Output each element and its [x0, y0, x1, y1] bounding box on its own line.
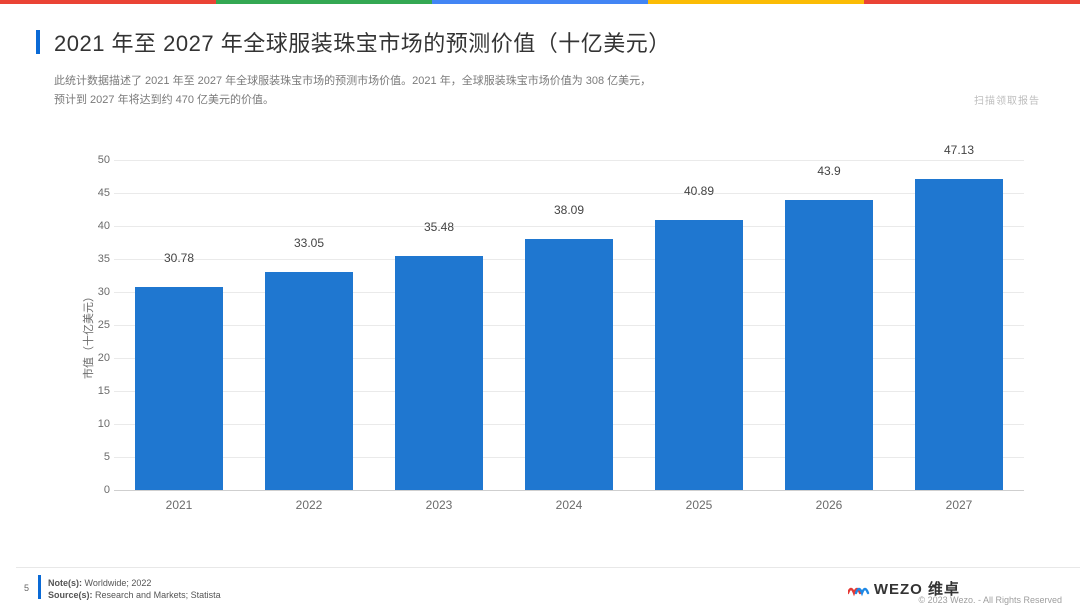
y-tick: 10: [86, 418, 110, 430]
bar-value-label: 47.13: [944, 143, 974, 157]
bar: [525, 239, 613, 490]
bar-value-label: 33.05: [294, 236, 324, 250]
top-color-strip: [0, 0, 1080, 4]
copyright: © 2023 Wezo. - All Rights Reserved: [918, 595, 1062, 605]
y-tick: 15: [86, 385, 110, 397]
bar-group: 43.9: [764, 160, 894, 490]
bar: [915, 179, 1003, 490]
bar-group: 38.09: [504, 160, 634, 490]
y-axis-label: 市值（十亿美元）: [80, 291, 96, 379]
y-tick: 20: [86, 352, 110, 364]
sources-label: Source(s):: [48, 590, 93, 600]
y-tick: 45: [86, 187, 110, 199]
x-tick: 2024: [504, 490, 634, 520]
x-tick: 2023: [374, 490, 504, 520]
bar: [395, 256, 483, 490]
footer-notes: Note(s): Worldwide; 2022 Source(s): Rese…: [48, 577, 221, 601]
bar-value-label: 30.78: [164, 251, 194, 265]
bar: [655, 220, 743, 490]
y-tick: 5: [86, 451, 110, 463]
subtitle-line2: 预计到 2027 年将达到约 470 亿美元的价值。: [54, 91, 651, 110]
sources-value: Research and Markets; Statista: [95, 590, 221, 600]
bar-value-label: 40.89: [684, 184, 714, 198]
bar-group: 47.13: [894, 160, 1024, 490]
x-tick: 2021: [114, 490, 244, 520]
x-tick: 2025: [634, 490, 764, 520]
y-tick: 0: [86, 484, 110, 496]
bar-value-label: 43.9: [817, 164, 840, 178]
bar-chart: 市值（十亿美元） 0510152025303540455030.7833.053…: [84, 150, 1024, 520]
x-tick: 2022: [244, 490, 374, 520]
x-tick: 2026: [764, 490, 894, 520]
y-tick: 30: [86, 286, 110, 298]
bars-container: 30.78 33.05 35.48 38.09 40.89 43.9 47.13: [114, 160, 1024, 490]
footer: 5 Note(s): Worldwide; 2022 Source(s): Re…: [16, 567, 1080, 607]
bar: [785, 200, 873, 490]
bar-group: 35.48: [374, 160, 504, 490]
bar-group: 40.89: [634, 160, 764, 490]
page-number: 5: [24, 583, 29, 593]
wezo-logo-mark: [848, 581, 870, 597]
bar: [265, 272, 353, 490]
subtitle-line1: 此统计数据描述了 2021 年至 2027 年全球服装珠宝市场的预测市场价值。2…: [54, 72, 651, 91]
scan-note: 扫描领取报告: [974, 92, 1040, 107]
plot-area: 0510152025303540455030.7833.0535.4838.09…: [114, 160, 1024, 490]
subtitle: 此统计数据描述了 2021 年至 2027 年全球服装珠宝市场的预测市场价值。2…: [54, 72, 651, 111]
x-tick: 2027: [894, 490, 1024, 520]
bar-group: 30.78: [114, 160, 244, 490]
y-tick: 50: [86, 154, 110, 166]
page-title: 2021 年至 2027 年全球服装珠宝市场的预测价值（十亿美元）: [54, 26, 1040, 58]
y-tick: 35: [86, 253, 110, 265]
notes-label: Note(s):: [48, 578, 82, 588]
bar: [135, 287, 223, 490]
bar-value-label: 38.09: [554, 203, 584, 217]
footer-accent-bar: [38, 575, 41, 599]
bar-group: 33.05: [244, 160, 374, 490]
notes-value: Worldwide; 2022: [85, 578, 152, 588]
bar-value-label: 35.48: [424, 220, 454, 234]
x-axis: 2021202220232024202520262027: [114, 490, 1024, 520]
y-tick: 25: [86, 319, 110, 331]
y-tick: 40: [86, 220, 110, 232]
title-accent-bar: [36, 30, 40, 54]
